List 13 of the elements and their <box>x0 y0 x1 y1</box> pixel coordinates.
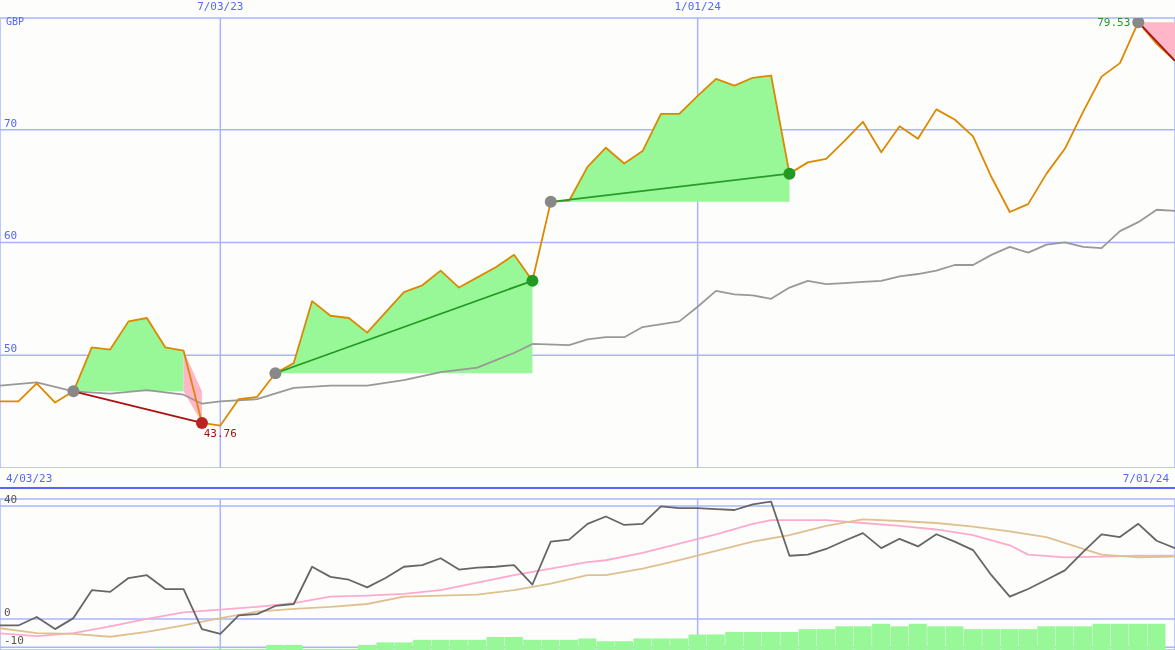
text: 7/01/24 <box>1122 472 1169 485</box>
y-tick-label: 70 <box>4 116 18 130</box>
y-tick-label: 0 <box>4 605 11 619</box>
x-tick-label: 1/01/24 <box>674 0 722 13</box>
annotation: 43.76 <box>203 427 237 441</box>
x-tick-label: 7/03/23 <box>197 0 244 13</box>
text: 4/03/23 <box>6 472 53 485</box>
y-tick-label: 40 <box>4 492 18 506</box>
y-axis-title: GBP <box>6 16 25 27</box>
annotation: 79.53 <box>1097 16 1131 30</box>
y-tick-label: 60 <box>4 229 18 243</box>
y-tick-label: -10 <box>4 634 24 648</box>
y-tick-label: 50 <box>4 342 18 356</box>
